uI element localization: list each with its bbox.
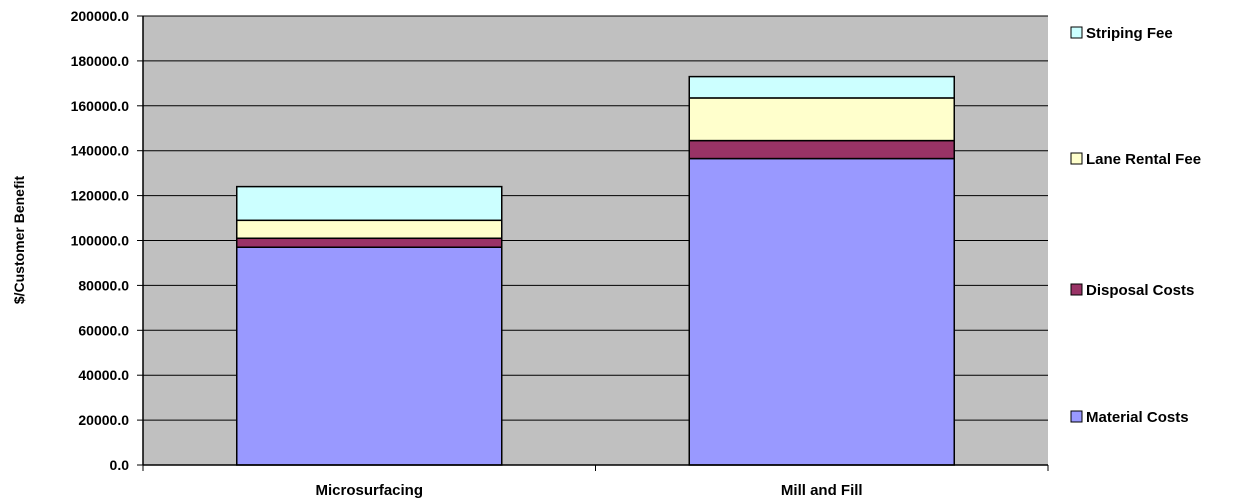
legend: Striping Fee Lane Rental Fee Disposal Cost… (1070, 25, 1201, 426)
legend-swatch (1070, 410, 1083, 423)
y-tick-label: 80000.0 (78, 277, 129, 293)
legend-label: Lane Rental Fee (1086, 151, 1201, 168)
bar-segment (688, 139, 955, 160)
y-tick-labels: 0.0 20000.0 40000.0 60000.0 80000.0 100000.0 1… (71, 8, 130, 473)
y-tick-label: 60000.0 (78, 322, 129, 338)
bar-segment (236, 219, 503, 240)
bars (236, 75, 955, 466)
legend-label: Disposal Costs (1086, 282, 1194, 299)
bar-segment (236, 237, 503, 248)
y-tick-label: 40000.0 (78, 367, 129, 383)
category-label: Microsurfacing (315, 482, 423, 499)
y-tick-label: 100000.0 (71, 233, 130, 249)
y-tick-label: 160000.0 (71, 98, 130, 114)
category-label: Mill and Fill (781, 482, 863, 499)
bar-segment (688, 157, 955, 466)
category-labels: Microsurfacing Mill and Fill (315, 482, 862, 499)
y-axis-label: $/Customer Benefit (11, 175, 27, 304)
bar-segment (688, 97, 955, 142)
bar-segment (236, 246, 503, 466)
bar-segment (688, 75, 955, 99)
legend-label: Striping Fee (1086, 25, 1173, 42)
legend-label: Material Costs (1086, 409, 1189, 426)
axes (137, 15, 1049, 471)
y-tick-label: 200000.0 (71, 8, 130, 24)
legend-swatch (1070, 152, 1083, 165)
y-tick-label: 120000.0 (71, 188, 130, 204)
y-tick-label: 20000.0 (78, 412, 129, 428)
y-tick-label: 0.0 (110, 457, 130, 473)
y-tick-label: 140000.0 (71, 143, 130, 159)
bar-segment (236, 185, 503, 222)
y-tick-label: 180000.0 (71, 53, 130, 69)
legend-swatch (1070, 26, 1083, 39)
legend-swatch (1070, 283, 1083, 296)
